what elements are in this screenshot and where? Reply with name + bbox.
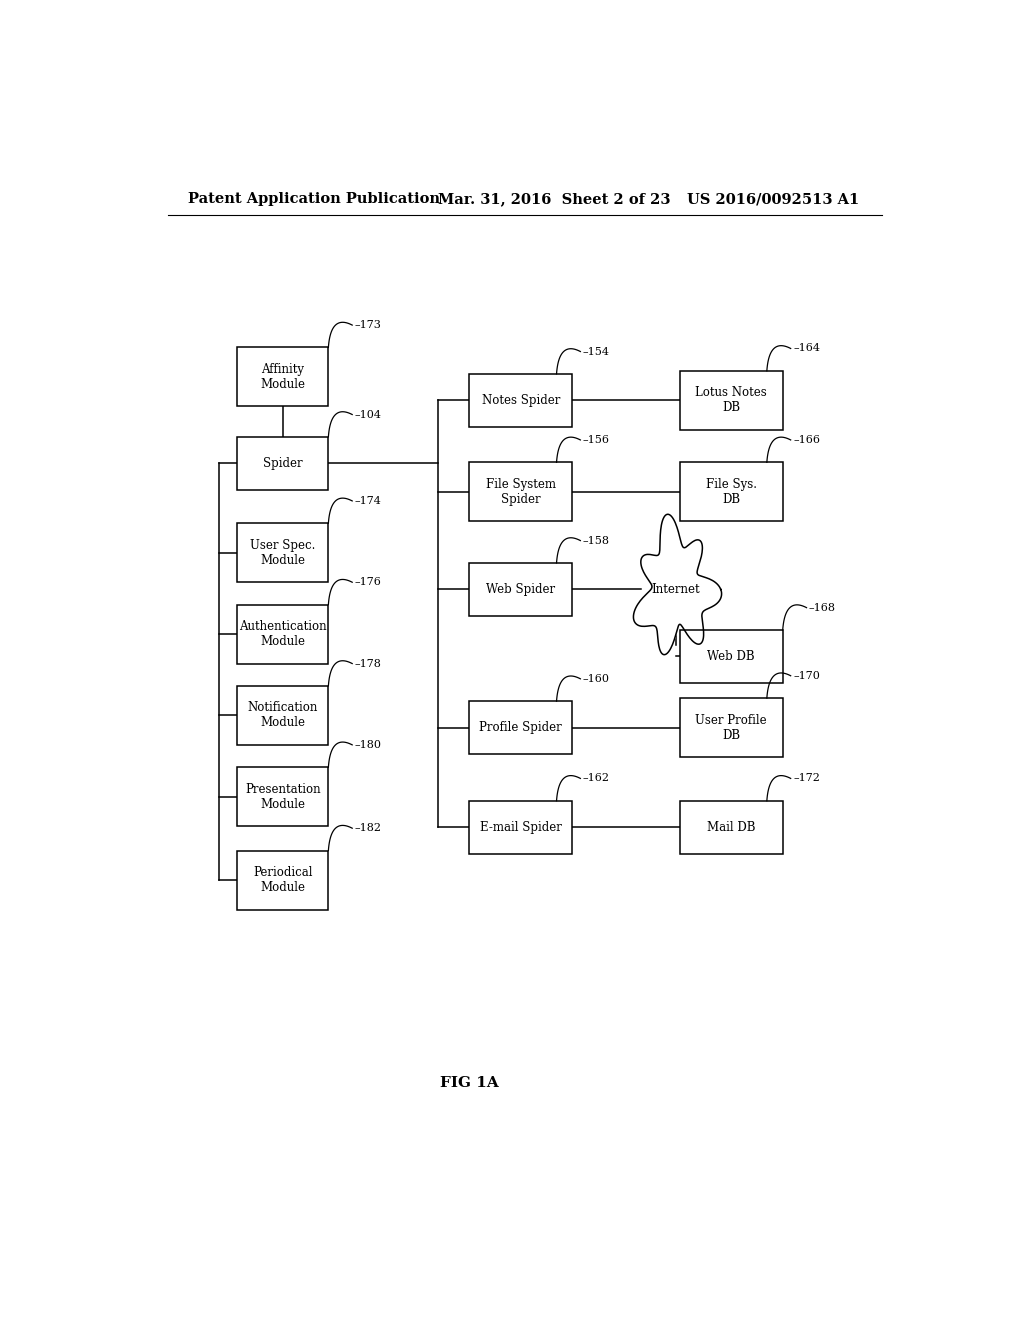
Text: Profile Spider: Profile Spider [479,721,562,734]
FancyBboxPatch shape [238,767,329,826]
Text: Internet: Internet [651,583,699,595]
Text: User Spec.
Module: User Spec. Module [250,539,315,566]
Text: Spider: Spider [263,457,302,470]
Text: –173: –173 [354,319,382,330]
Text: Lotus Notes
DB: Lotus Notes DB [695,387,767,414]
Text: Mail DB: Mail DB [707,821,756,834]
Text: Periodical
Module: Periodical Module [253,866,312,894]
FancyBboxPatch shape [469,801,572,854]
Text: Affinity
Module: Affinity Module [260,363,305,391]
Text: –182: –182 [354,824,382,833]
FancyBboxPatch shape [469,374,572,426]
Text: US 2016/0092513 A1: US 2016/0092513 A1 [687,191,860,206]
Text: –162: –162 [583,774,609,783]
Text: –176: –176 [354,577,382,587]
FancyBboxPatch shape [238,605,329,664]
FancyBboxPatch shape [238,850,329,909]
FancyBboxPatch shape [238,686,329,744]
FancyBboxPatch shape [680,371,782,430]
Polygon shape [634,515,722,655]
FancyBboxPatch shape [680,801,782,854]
Text: Presentation
Module: Presentation Module [245,783,321,810]
Text: –180: –180 [354,741,382,750]
Text: –170: –170 [793,671,820,681]
FancyBboxPatch shape [238,347,329,407]
Text: –178: –178 [354,659,382,668]
Text: File System
Spider: File System Spider [485,478,556,506]
Text: –160: –160 [583,673,609,684]
Text: Web DB: Web DB [708,649,755,663]
Text: Mar. 31, 2016  Sheet 2 of 23: Mar. 31, 2016 Sheet 2 of 23 [437,191,670,206]
Text: Authentication
Module: Authentication Module [239,620,327,648]
Text: Patent Application Publication: Patent Application Publication [187,191,439,206]
Text: Web Spider: Web Spider [486,583,555,595]
Text: –174: –174 [354,496,382,506]
Text: E-mail Spider: E-mail Spider [480,821,562,834]
Text: –158: –158 [583,536,609,545]
FancyBboxPatch shape [680,462,782,521]
FancyBboxPatch shape [469,701,572,754]
FancyBboxPatch shape [469,562,572,616]
Text: –104: –104 [354,409,382,420]
Text: User Profile
DB: User Profile DB [695,714,767,742]
FancyBboxPatch shape [238,437,329,490]
Text: Notification
Module: Notification Module [248,701,317,730]
Text: –166: –166 [793,436,820,445]
Text: –156: –156 [583,436,609,445]
Text: FIG 1A: FIG 1A [440,1076,499,1090]
FancyBboxPatch shape [680,630,782,682]
Text: –172: –172 [793,774,820,783]
FancyBboxPatch shape [680,698,782,758]
FancyBboxPatch shape [238,523,329,582]
Text: –168: –168 [809,603,836,612]
Text: File Sys.
DB: File Sys. DB [706,478,757,506]
FancyBboxPatch shape [469,462,572,521]
Text: –164: –164 [793,343,820,354]
Text: Notes Spider: Notes Spider [481,393,560,407]
Text: –154: –154 [583,347,609,356]
